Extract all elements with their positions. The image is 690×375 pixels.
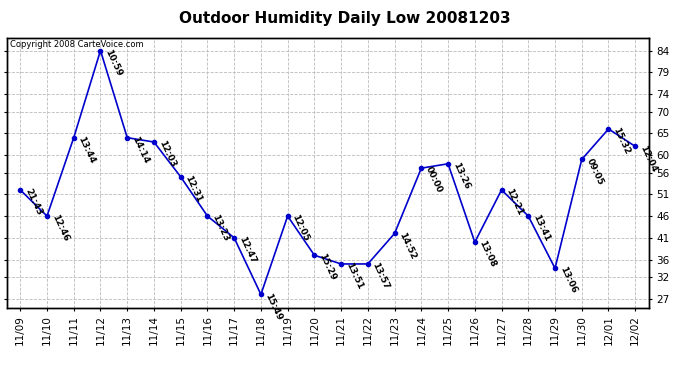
Text: 13:23: 13:23 — [210, 213, 230, 243]
Text: Copyright 2008 CarteVoice.com: Copyright 2008 CarteVoice.com — [10, 40, 144, 49]
Text: 12:03: 12:03 — [157, 139, 177, 169]
Text: 12:04: 12:04 — [638, 144, 658, 173]
Text: 12:46: 12:46 — [50, 213, 70, 243]
Text: 21:43: 21:43 — [23, 187, 43, 217]
Text: 09:05: 09:05 — [584, 157, 604, 186]
Text: 13:06: 13:06 — [558, 266, 578, 295]
Text: 15:29: 15:29 — [317, 252, 337, 282]
Text: 15:49: 15:49 — [264, 292, 284, 322]
Text: 13:08: 13:08 — [477, 239, 497, 269]
Text: 12:21: 12:21 — [504, 187, 524, 217]
Text: 13:44: 13:44 — [77, 135, 97, 165]
Text: 13:57: 13:57 — [371, 261, 391, 291]
Text: 12:05: 12:05 — [290, 213, 310, 243]
Text: Outdoor Humidity Daily Low 20081203: Outdoor Humidity Daily Low 20081203 — [179, 11, 511, 26]
Text: 15:32: 15:32 — [611, 126, 631, 156]
Text: 00:00: 00:00 — [424, 165, 444, 195]
Text: 12:31: 12:31 — [184, 174, 204, 204]
Text: 10:59: 10:59 — [104, 48, 124, 78]
Text: 13:41: 13:41 — [531, 213, 551, 243]
Text: 13:51: 13:51 — [344, 261, 364, 291]
Text: 14:14: 14:14 — [130, 135, 150, 165]
Text: 12:47: 12:47 — [237, 235, 257, 265]
Text: 14:52: 14:52 — [397, 231, 417, 261]
Text: 13:26: 13:26 — [451, 161, 471, 191]
